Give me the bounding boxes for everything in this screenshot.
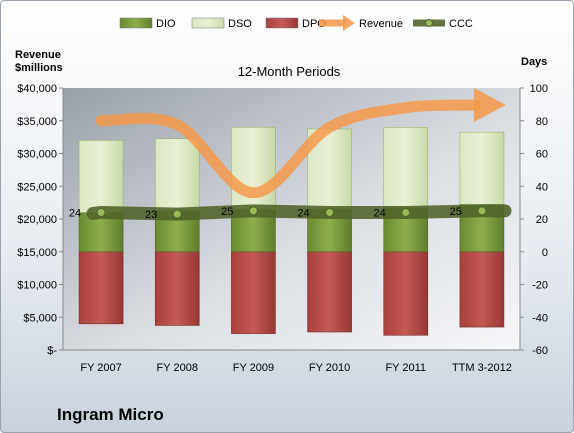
ccc-marker	[401, 207, 411, 217]
right-tick-label: 40	[536, 181, 548, 193]
right-tick-label: 80	[536, 116, 548, 128]
x-tick-label: FY 2010	[309, 362, 350, 374]
ccc-marker	[477, 206, 487, 216]
left-tick-label: $20,000	[17, 214, 57, 226]
bar-dpo	[231, 251, 276, 334]
right-tick-label: 20	[536, 214, 548, 226]
legend-swatch	[191, 17, 225, 29]
bar-dpo	[383, 251, 429, 336]
right-tick-label: -40	[532, 312, 548, 324]
right-axis-label: Days	[521, 56, 547, 68]
right-tick-label: -60	[532, 345, 548, 357]
ccc-line	[86, 204, 512, 221]
left-tick-label: $5,000	[23, 312, 57, 324]
chart-title: 12-Month Periods	[238, 64, 341, 79]
bar-dpo	[459, 251, 505, 328]
ccc-data-label: 24	[69, 207, 81, 219]
bar-dpo	[307, 251, 352, 333]
left-tick-label: $35,000	[17, 116, 57, 128]
left-tick-label: $30,000	[17, 149, 57, 161]
right-tick-label: -20	[532, 280, 548, 292]
x-tick-label: FY 2008	[157, 362, 198, 374]
ccc-marker	[325, 207, 335, 217]
legend-swatch	[265, 17, 299, 29]
ccc-marker	[96, 207, 106, 217]
legend-marker	[425, 19, 433, 27]
legend-label: Revenue	[359, 18, 403, 30]
ccc-marker	[172, 209, 182, 219]
revenue-line	[95, 99, 482, 199]
ccc-data-label: 24	[297, 207, 309, 219]
company-name: Ingram Micro	[57, 405, 164, 424]
ccc-data-label: 25	[450, 206, 462, 218]
bar-dso	[383, 127, 429, 208]
left-tick-label: $-	[47, 345, 57, 357]
bar-dso	[154, 138, 200, 212]
bar-dpo	[78, 251, 124, 325]
x-tick-label: FY 2007	[80, 362, 121, 374]
x-tick-label: TTM 3-2012	[452, 362, 512, 374]
legend-label: CCC	[449, 18, 473, 30]
revenue-arrowhead	[473, 88, 506, 123]
left-axis-label-line1: Revenue	[15, 49, 61, 61]
bar-dso	[459, 131, 505, 205]
left-axis-label-line2: $millions	[15, 62, 63, 74]
legend-label: DSO	[228, 18, 252, 30]
right-tick-label: 60	[536, 149, 548, 161]
x-tick-label: FY 2011	[385, 362, 426, 374]
x-tick-label: FY 2009	[233, 362, 274, 374]
left-tick-label: $10,000	[17, 280, 57, 292]
bar-dpo	[154, 251, 200, 326]
left-tick-label: $25,000	[17, 181, 57, 193]
ccc-data-label: 25	[221, 206, 233, 218]
ccc-data-label: 24	[374, 207, 386, 219]
ccc-marker	[248, 206, 258, 216]
left-tick-label: $40,000	[17, 83, 57, 95]
legend-arrowhead	[343, 15, 355, 31]
bar-dso	[78, 140, 124, 213]
ccc-data-label: 23	[145, 209, 157, 221]
right-tick-label: 0	[542, 247, 548, 259]
legend-swatch	[119, 17, 153, 29]
right-tick-label: 100	[530, 83, 548, 95]
legend-label: DIO	[156, 18, 176, 30]
left-tick-label: $15,000	[17, 247, 57, 259]
